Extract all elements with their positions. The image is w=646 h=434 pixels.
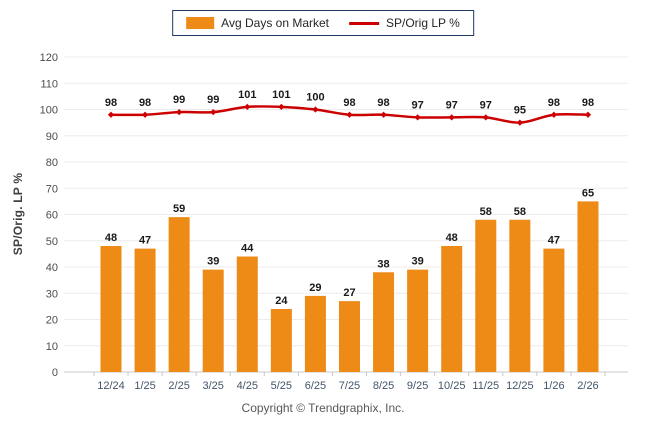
bar-3/25 [202,269,224,372]
y-tick-label: 30 [46,288,58,300]
bar-value-label: 58 [514,206,526,218]
line-point-marker [176,109,183,116]
x-tick-label-12/25: 12/25 [506,380,534,392]
line-point-marker [346,111,353,118]
line-value-label: 99 [207,94,219,106]
line-point-marker [380,111,387,118]
line-value-label: 97 [446,99,458,111]
bar-11/25 [475,219,497,372]
line-point-marker [141,111,149,118]
bar-value-label: 29 [309,282,321,294]
line-point-marker [516,119,523,126]
bar-2/26 [577,201,599,372]
line-point-marker [584,111,592,118]
line-point-marker [107,111,115,118]
legend-label-line: SP/Orig LP % [386,16,460,30]
y-tick-label: 110 [40,78,58,90]
line-value-label: 98 [582,97,594,109]
line-value-label: 98 [548,97,560,109]
x-tick-label-1/26: 1/26 [543,380,564,392]
x-tick-label-11/25: 11/25 [472,380,499,392]
bar-4/25 [236,256,258,372]
y-tick-label: 90 [46,131,58,143]
line-value-label: 100 [306,92,324,104]
legend: Avg Days on Market SP/Orig LP % [172,10,474,36]
line-value-label: 97 [412,99,424,111]
line-value-label: 98 [139,97,151,109]
bar-value-label: 44 [241,243,254,255]
line-value-label: 99 [173,94,185,106]
bar-value-label: 48 [446,232,458,244]
y-tick-label: 120 [40,52,58,64]
bar-value-label: 58 [480,206,492,218]
bar-value-label: 48 [105,232,117,244]
y-tick-label: 70 [46,183,58,195]
x-tick-label-12/24: 12/24 [97,380,125,392]
bar-value-label: 59 [173,203,185,215]
y-tick-label: 20 [46,315,58,327]
line-point-marker [550,111,558,118]
bar-value-label: 39 [207,256,219,268]
bar-legend-swatch-icon [186,17,215,29]
bar-7/25 [338,301,360,372]
x-tick-label-1/25: 1/25 [134,380,155,392]
bar-10/25 [441,246,463,372]
x-tick-label-3/25: 3/25 [202,380,223,392]
bar-9/25 [407,269,429,372]
y-tick-label: 0 [52,367,58,379]
bar-value-label: 39 [412,256,424,268]
bar-value-label: 27 [343,287,355,299]
line-value-label: 98 [105,97,117,109]
bar-value-label: 65 [582,187,594,199]
y-tick-label: 80 [46,157,58,169]
line-point-marker [312,106,319,113]
bar-value-label: 38 [377,258,389,270]
y-tick-label: 60 [46,210,58,222]
bar-1/25 [134,248,156,372]
line-point-marker [482,114,489,121]
bar-2/25 [168,217,190,372]
legend-label-bar: Avg Days on Market [221,16,330,30]
y-tick-label: 10 [46,341,58,353]
line-point-marker [448,114,455,121]
bar-6/25 [304,295,326,372]
bar-5/25 [270,309,292,372]
y-tick-label: 50 [46,236,58,248]
x-tick-label-4/25: 4/25 [237,380,258,392]
line-value-label: 101 [238,89,256,101]
line-value-label: 98 [343,97,355,109]
line-legend-swatch-icon [349,21,380,25]
line-point-marker [210,109,217,116]
line-value-label: 97 [480,99,492,111]
line-value-label: 95 [514,105,526,117]
bar-12/24 [100,246,122,372]
y-tick-label: 100 [40,105,58,117]
line-value-label: 101 [272,89,290,101]
x-tick-label-8/25: 8/25 [373,380,394,392]
bar-12/25 [509,219,531,372]
x-tick-label-9/25: 9/25 [407,380,428,392]
bar-value-label: 24 [275,295,288,307]
bar-value-label: 47 [139,235,151,247]
x-tick-label-6/25: 6/25 [305,380,326,392]
x-tick-label-2/26: 2/26 [577,380,598,392]
x-tick-label-5/25: 5/25 [271,380,292,392]
line-point-marker [244,103,251,110]
bar-1/26 [543,248,565,372]
copyright-text: Copyright © Trendgraphix, Inc. [241,401,405,415]
bar-value-label: 47 [548,235,560,247]
line-point-marker [414,114,421,121]
y-tick-label: 40 [46,262,58,274]
y-axis-title: SP/Orig. LP % [11,172,25,256]
line-value-label: 98 [377,97,389,109]
x-tick-label-2/25: 2/25 [168,380,189,392]
x-tick-label-10/25: 10/25 [438,380,466,392]
x-tick-label-7/25: 7/25 [339,380,360,392]
bar-8/25 [373,272,395,372]
